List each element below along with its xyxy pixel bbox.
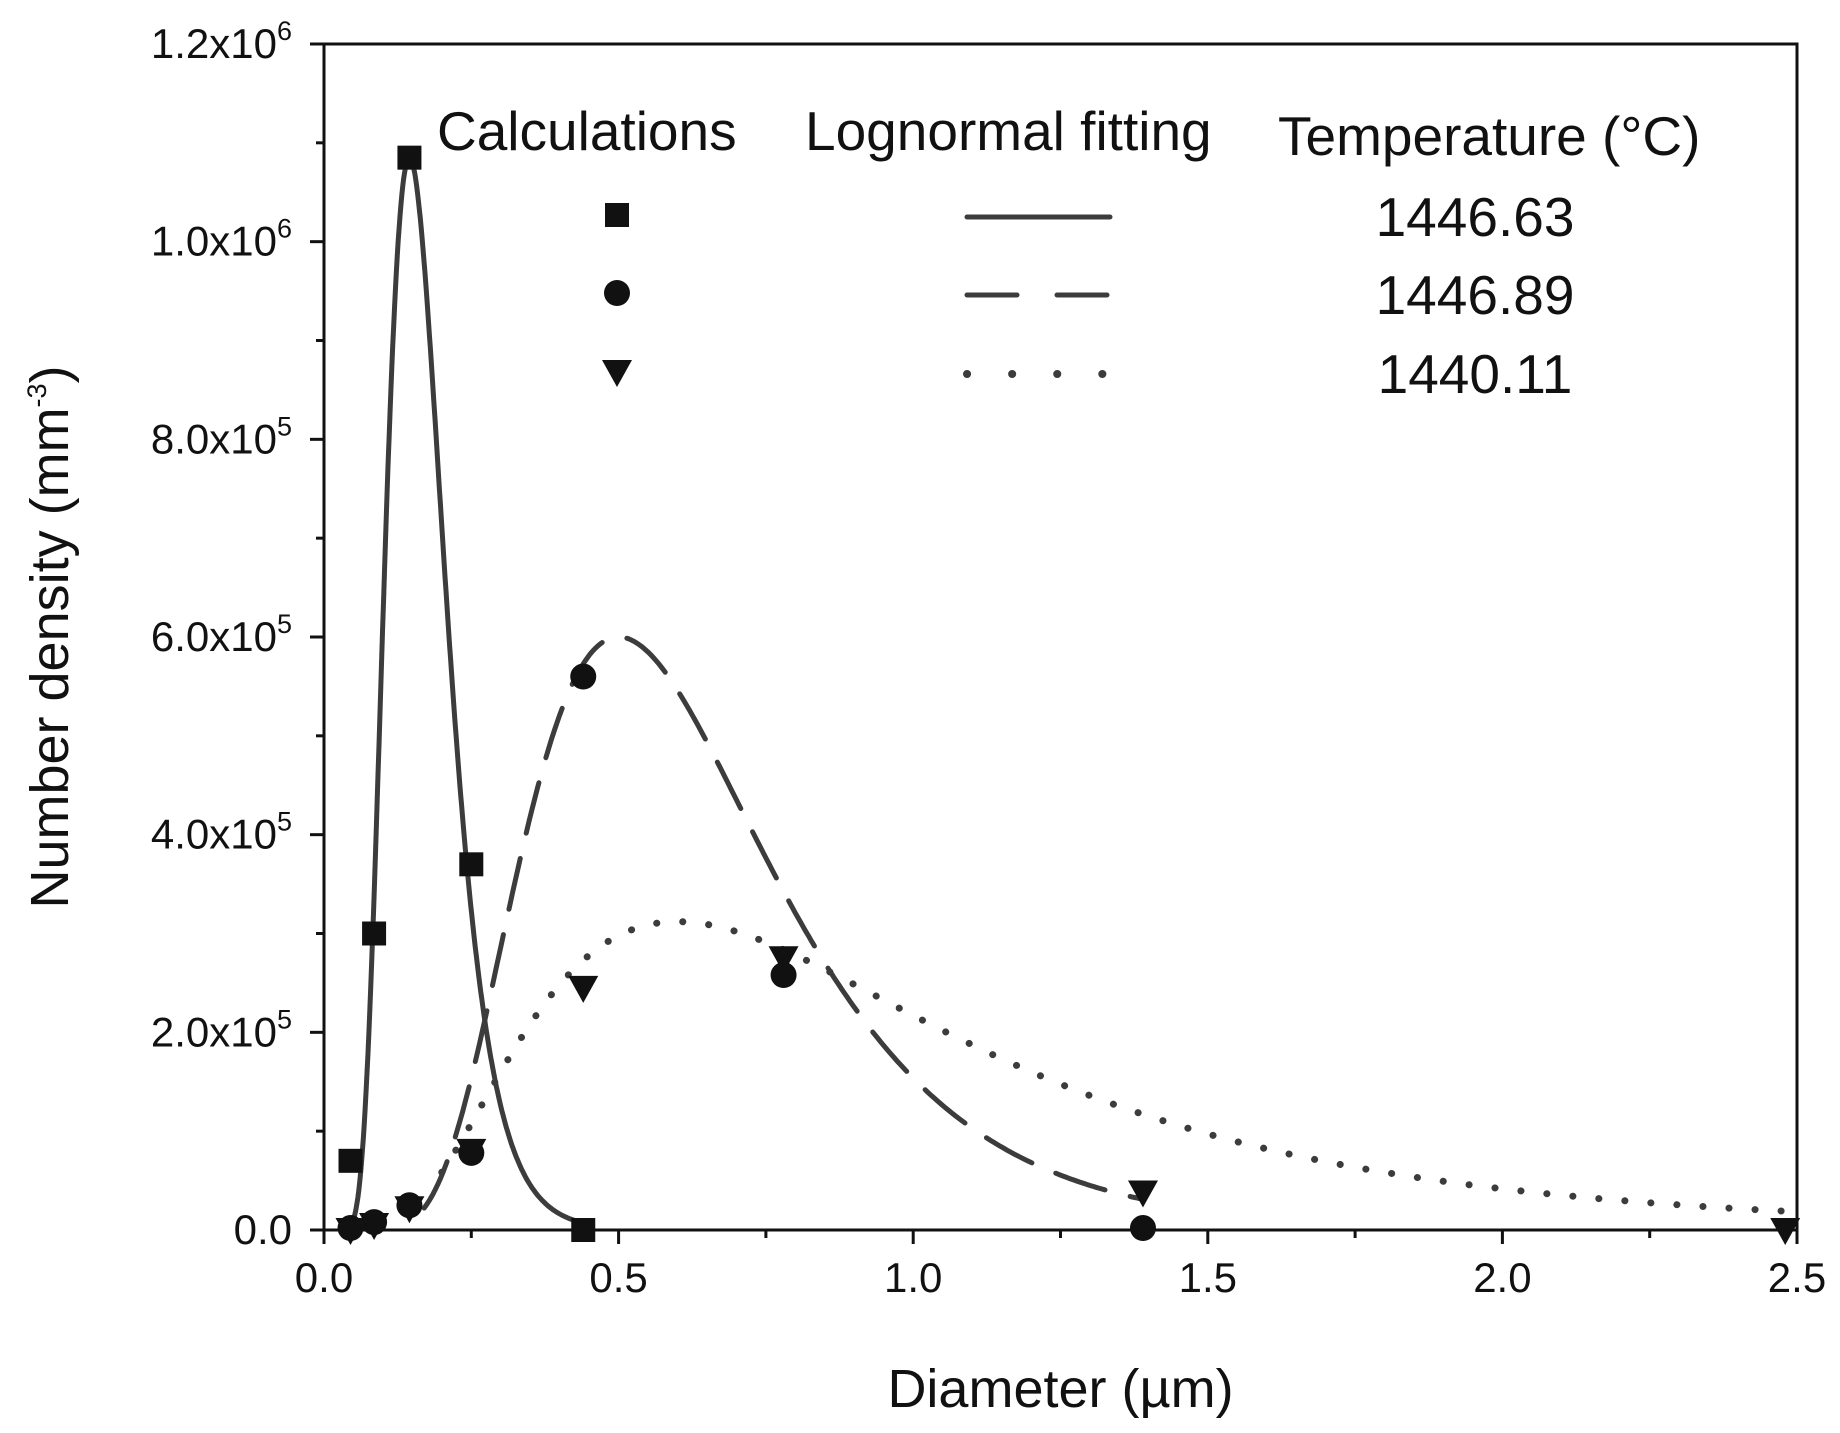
y-tick-label-base: 1.2x10	[151, 20, 277, 67]
data-point-square	[459, 852, 484, 877]
x-tick-label: 1.0	[884, 1254, 942, 1301]
plot-frame	[322, 42, 1799, 1232]
data-markers	[335, 145, 1801, 1245]
legend-temperature-label: 1440.11	[1378, 343, 1573, 405]
y-tick-label-exponent: 6	[277, 16, 292, 46]
y-tick-label-exponent: 5	[277, 609, 292, 639]
y-axis-title-exponent: -3	[22, 383, 52, 407]
y-tick-label-base: 2.0x10	[151, 1008, 277, 1055]
x-tick-label: 0.0	[295, 1254, 353, 1301]
y-tick-label-exponent: 5	[277, 411, 292, 441]
legend-marker-triangle-down	[602, 360, 632, 387]
data-point-triangle-down	[359, 1213, 390, 1241]
fit-curve-dotted	[438, 918, 1801, 1216]
legend-header-fitting: Lognormal fitting	[805, 100, 1212, 162]
y-axis-title-main: Number density (mm	[20, 407, 80, 908]
fit-curve-dashed	[421, 634, 1146, 1211]
legend-rows: 1446.63 1446.89 1440.11	[602, 186, 1574, 405]
data-point-triangle-down	[568, 975, 599, 1003]
y-tick-label-base: 8.0x10	[151, 415, 277, 462]
x-tick-label: 2.5	[1768, 1254, 1826, 1301]
legend-temperature-label: 1446.89	[1376, 264, 1575, 326]
y-tick-label: 1.0x106	[151, 214, 292, 265]
legend-header-calculations: Calculations	[437, 100, 737, 162]
fit-curve-solid	[348, 154, 592, 1229]
data-point-circle	[770, 962, 797, 989]
y-tick-label-base: 6.0x10	[151, 613, 277, 660]
data-point-triangle-down	[768, 946, 799, 974]
data-point-square	[338, 1148, 363, 1173]
legend-marker-square	[605, 203, 629, 227]
legend: Calculations Lognormal fitting Temperatu…	[437, 100, 1700, 405]
legend-marker-circle	[604, 280, 630, 306]
y-tick-label: 0.0	[234, 1206, 292, 1253]
y-tick-label: 1.2x106	[151, 16, 292, 67]
data-point-triangle-down	[394, 1196, 425, 1224]
legend-header-temperature: Temperature (°C)	[1278, 105, 1700, 167]
y-tick-label: 2.0x105	[151, 1004, 292, 1055]
data-point-square	[362, 921, 387, 946]
y-tick-label-base: 4.0x10	[151, 811, 277, 858]
y-tick-label: 6.0x105	[151, 609, 292, 660]
fit-curves	[348, 154, 1801, 1229]
data-point-triangle-down	[1127, 1180, 1158, 1208]
x-tick-label: 0.5	[589, 1254, 647, 1301]
y-tick-label: 4.0x105	[151, 807, 292, 858]
tick-labels: 0.0 0.5 1.0 1.5 2.0 2.50.02.0x1054.0x1056.0x1…	[151, 16, 1826, 1301]
y-tick-label-exponent: 5	[277, 1004, 292, 1034]
y-tick-label-base: 1.0x10	[151, 218, 277, 265]
x-tick-label: 1.5	[1179, 1254, 1237, 1301]
x-tick-label: 2.0	[1473, 1254, 1531, 1301]
y-axis-title-close: )	[20, 365, 80, 383]
data-point-circle	[1129, 1215, 1156, 1242]
data-point-triangle-down	[456, 1138, 487, 1166]
y-tick-label-exponent: 5	[277, 807, 292, 837]
data-point-square	[397, 145, 422, 170]
y-tick-label: 8.0x105	[151, 411, 292, 462]
y-axis-title: Number density (mm-3)	[20, 365, 80, 908]
data-point-circle	[570, 663, 597, 690]
x-axis-title: Diameter (µm)	[887, 1359, 1233, 1419]
y-tick-label-base: 0.0	[234, 1206, 292, 1253]
y-tick-label-exponent: 6	[277, 214, 292, 244]
legend-temperature-label: 1446.63	[1376, 186, 1575, 248]
